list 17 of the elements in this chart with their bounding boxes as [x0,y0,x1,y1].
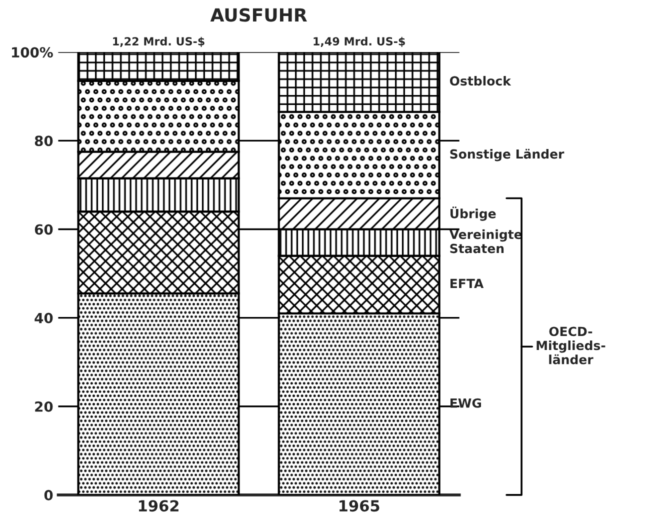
series-label: Übrige [450,206,496,221]
annotation: 1,22 Mrd. US-$ [113,36,204,47]
x-tick-label: 1962 [138,500,178,512]
x-tick-label: 1965 [340,500,380,512]
series-label: Sonstige Länder [450,148,564,162]
series-label: EFTA [450,278,484,288]
series-label: EWG [450,398,482,408]
y-tick-label: 20 [35,401,53,412]
y-tick-label: 0 [44,490,53,500]
chart-title: AUSFUHR [210,8,307,22]
y-tick-label: 40 [34,312,53,324]
annotation: 1,49 Mrd. US-$ [314,36,405,47]
text: OECD- Mitglieds- länder [536,326,606,364]
y-tick-label: 60 [34,224,53,235]
y-tick-label: 80 [34,136,53,146]
y-tick-label: 100% [12,47,53,58]
series-label: Ostblock [450,76,512,86]
